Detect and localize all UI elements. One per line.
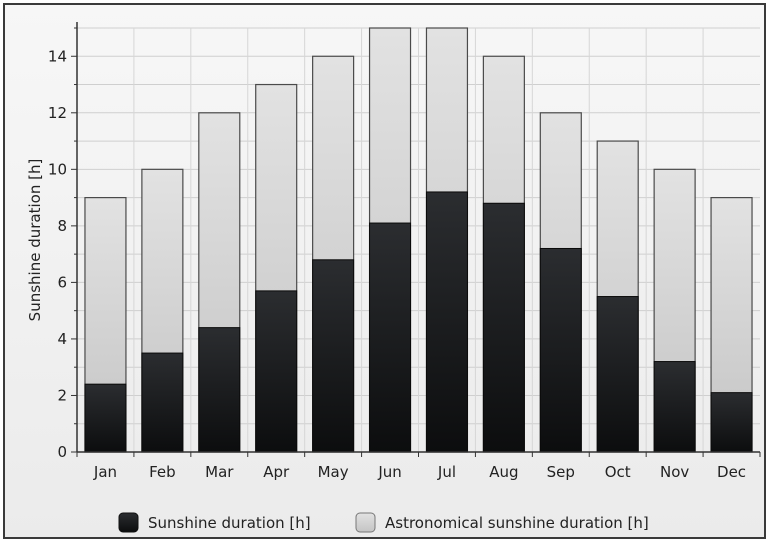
legend-label-astronomical: Astronomical sunshine duration [h] <box>385 514 649 532</box>
y-tick-label: 0 <box>57 443 67 461</box>
bar-sunshine-sep <box>539 247 582 453</box>
bar-sunshine-apr <box>255 290 298 453</box>
x-tick-label: Oct <box>605 463 631 481</box>
y-tick-label: 2 <box>57 386 67 404</box>
x-tick-label: Jun <box>377 463 401 481</box>
x-tick-label: Jan <box>93 463 117 481</box>
x-tick-label: Aug <box>489 463 518 481</box>
bar-sunshine-jul <box>425 191 468 453</box>
bar-sunshine-oct <box>596 296 639 453</box>
bar-sunshine-aug <box>482 202 525 453</box>
x-tick-label: May <box>318 463 349 481</box>
y-tick-labels: 0 2 4 6 8 10 12 14 <box>48 47 67 461</box>
legend: Sunshine duration [h] Astronomical sunsh… <box>118 512 649 533</box>
legend-label-sunshine: Sunshine duration [h] <box>148 514 311 532</box>
x-tick-label: Feb <box>149 463 176 481</box>
bar-sunshine-dec <box>710 392 753 453</box>
x-tick-labels: Jan Feb Mar Apr May Jun Jul Aug Sep Oct Nov Dec <box>93 463 746 481</box>
bar-sunshine-feb <box>141 352 184 453</box>
x-tick-label: Sep <box>547 463 575 481</box>
axes <box>71 22 761 457</box>
legend-swatch-astronomical <box>355 512 376 533</box>
bar-sunshine-may <box>312 259 355 453</box>
y-axis-title: Sunshine duration [h] <box>26 159 44 322</box>
legend-swatch-sunshine <box>118 512 139 533</box>
sunshine-bars <box>84 191 753 453</box>
y-tick-label: 8 <box>57 217 67 235</box>
x-tick-label: Jul <box>437 463 456 481</box>
bar-sunshine-jun <box>369 222 412 453</box>
bar-sunshine-jan <box>84 383 127 453</box>
x-tick-label: Nov <box>660 463 689 481</box>
y-tick-label: 4 <box>57 330 67 348</box>
y-tick-label: 6 <box>57 273 67 291</box>
grid-lines <box>77 27 760 452</box>
bar-sunshine-nov <box>653 361 696 453</box>
y-tick-label: 14 <box>48 47 67 65</box>
y-tick-label: 10 <box>48 160 67 178</box>
x-tick-label: Apr <box>263 463 290 481</box>
x-tick-label: Mar <box>205 463 234 481</box>
bar-sunshine-mar <box>198 327 241 453</box>
y-tick-label: 12 <box>48 104 67 122</box>
x-tick-label: Dec <box>717 463 746 481</box>
